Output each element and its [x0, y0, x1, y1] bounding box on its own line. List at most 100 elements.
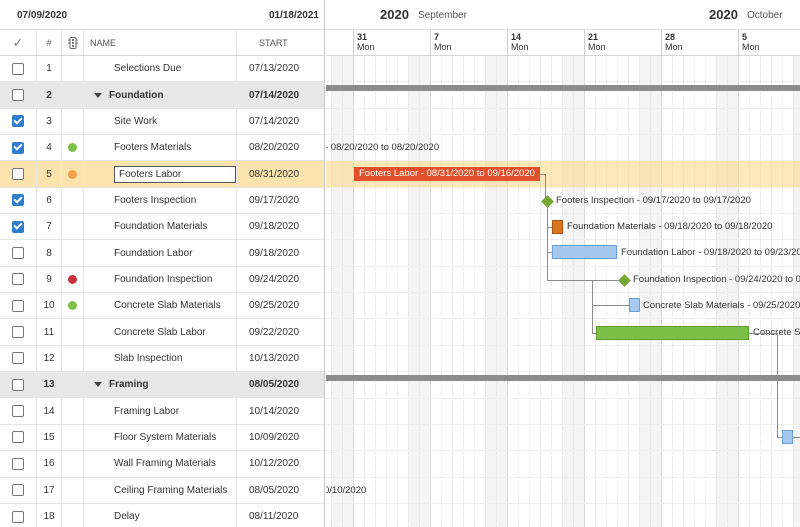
- start-date-cell[interactable]: 09/18/2020: [249, 247, 300, 259]
- complete-checkbox[interactable]: [12, 484, 24, 497]
- task-name-cell[interactable]: Floor System Materials: [84, 424, 237, 451]
- task-name-cell[interactable]: Concrete Slab Labor: [84, 319, 237, 345]
- task-row[interactable]: 17 Ceiling Framing Materials 08/05/2020: [0, 477, 324, 504]
- task-row[interactable]: 10 Concrete Slab Materials 09/25/2020: [0, 293, 324, 320]
- summary-bar-foundation[interactable]: [326, 85, 800, 92]
- task-bar-foundation-labor[interactable]: [552, 245, 617, 260]
- complete-cell[interactable]: [0, 82, 37, 108]
- task-row[interactable]: 4 Footers Materials 08/20/2020: [0, 135, 324, 162]
- start-date-cell[interactable]: 08/11/2020: [249, 511, 299, 523]
- task-name-cell[interactable]: Selections Due: [84, 56, 237, 82]
- task-name-cell[interactable]: Footers Labor: [84, 161, 237, 187]
- complete-checkbox[interactable]: [12, 405, 24, 418]
- task-row[interactable]: 9 Foundation Inspection 09/24/2020: [0, 266, 324, 294]
- start-date-cell[interactable]: 09/25/2020: [249, 300, 300, 312]
- complete-cell[interactable]: [0, 266, 37, 293]
- complete-checkbox[interactable]: [12, 115, 24, 128]
- start-date-cell[interactable]: 10/09/2020: [249, 431, 300, 443]
- complete-cell[interactable]: [0, 319, 37, 345]
- complete-checkbox[interactable]: [12, 352, 24, 365]
- task-name-cell[interactable]: Foundation: [84, 82, 237, 108]
- complete-cell[interactable]: [0, 161, 37, 187]
- summary-row[interactable]: 2 Foundation 07/14/2020: [0, 82, 324, 109]
- start-date-cell[interactable]: 10/13/2020: [249, 352, 300, 364]
- complete-cell[interactable]: [0, 56, 37, 82]
- task-row[interactable]: 7 Foundation Materials 09/18/2020: [0, 214, 324, 241]
- task-bar-footers-labor[interactable]: [354, 167, 540, 182]
- task-row[interactable]: 16 Wall Framing Materials 10/12/2020: [0, 451, 324, 478]
- start-date-cell[interactable]: 10/12/2020: [249, 458, 300, 470]
- collapse-caret-icon[interactable]: [94, 382, 102, 388]
- complete-checkbox[interactable]: [12, 299, 24, 312]
- task-name-cell[interactable]: Foundation Materials: [84, 214, 237, 240]
- task-name-cell[interactable]: Delay: [84, 503, 237, 527]
- task-name-cell[interactable]: Concrete Slab Materials: [84, 293, 237, 319]
- complete-checkbox[interactable]: [12, 89, 24, 102]
- task-name-cell[interactable]: Site Work: [84, 108, 237, 135]
- task-name-cell[interactable]: Footers Materials: [84, 135, 237, 161]
- task-bar-slab-materials[interactable]: [629, 298, 640, 313]
- collapse-caret-icon[interactable]: [94, 92, 102, 98]
- task-row[interactable]: 15 Floor System Materials 10/09/2020: [0, 424, 324, 452]
- complete-cell[interactable]: [0, 108, 37, 135]
- task-row[interactable]: 6 Footers Inspection 09/17/2020: [0, 187, 324, 215]
- task-name-cell[interactable]: Framing: [84, 372, 237, 398]
- task-row[interactable]: 12 Slab Inspection 10/13/2020: [0, 345, 324, 373]
- complete-checkbox[interactable]: [12, 457, 24, 470]
- complete-cell[interactable]: [0, 398, 37, 424]
- complete-checkbox[interactable]: [12, 431, 24, 444]
- task-row[interactable]: 8 Foundation Labor 09/18/2020: [0, 240, 324, 267]
- task-name-cell[interactable]: Framing Labor: [84, 398, 237, 424]
- task-row[interactable]: 14 Framing Labor 10/14/2020: [0, 398, 324, 425]
- complete-cell[interactable]: [0, 477, 37, 503]
- complete-checkbox[interactable]: [12, 510, 24, 523]
- start-date-cell[interactable]: 09/17/2020: [249, 194, 300, 206]
- task-bar-slab-labor[interactable]: [596, 325, 749, 340]
- complete-cell[interactable]: [0, 503, 37, 527]
- header-name[interactable]: NAME: [84, 30, 237, 56]
- summary-bar-framing[interactable]: [326, 375, 800, 382]
- complete-cell[interactable]: [0, 187, 37, 214]
- complete-checkbox[interactable]: [12, 141, 24, 154]
- task-row[interactable]: 3 Site Work 07/14/2020: [0, 108, 324, 136]
- complete-cell[interactable]: [0, 372, 37, 398]
- start-date-cell[interactable]: 07/14/2020: [249, 89, 300, 101]
- complete-checkbox[interactable]: [12, 62, 24, 75]
- summary-row[interactable]: 13 Framing 08/05/2020: [0, 372, 324, 399]
- complete-cell[interactable]: [0, 240, 37, 266]
- complete-cell[interactable]: [0, 135, 37, 161]
- complete-cell[interactable]: [0, 424, 37, 451]
- task-name-cell[interactable]: Foundation Labor: [84, 240, 237, 266]
- task-name-cell[interactable]: Footers Inspection: [84, 187, 237, 214]
- start-date-cell[interactable]: 09/24/2020: [249, 273, 300, 285]
- complete-checkbox[interactable]: [12, 220, 24, 233]
- start-date-cell[interactable]: 08/05/2020: [249, 379, 300, 391]
- task-name-input[interactable]: Footers Labor: [114, 165, 236, 183]
- start-date-cell[interactable]: 08/05/2020: [249, 484, 300, 496]
- task-name-cell[interactable]: Wall Framing Materials: [84, 451, 237, 477]
- complete-checkbox[interactable]: [12, 326, 24, 339]
- task-bar-foundation-materials[interactable]: [552, 220, 563, 235]
- start-date-cell[interactable]: 08/20/2020: [249, 142, 300, 154]
- task-row[interactable]: 18 Delay 08/11/2020: [0, 503, 324, 527]
- complete-cell[interactable]: [0, 293, 37, 319]
- task-row[interactable]: 5 Footers Labor 08/31/2020: [0, 161, 324, 188]
- complete-checkbox[interactable]: [12, 194, 24, 207]
- complete-cell[interactable]: [0, 345, 37, 372]
- start-date-cell[interactable]: 09/22/2020: [249, 326, 300, 338]
- timeline-body[interactable]: - 08/20/2020 to 08/20/2020 Footers Labor …: [326, 56, 800, 527]
- start-date-cell[interactable]: 07/13/2020: [249, 63, 300, 75]
- task-name-cell[interactable]: Slab Inspection: [84, 345, 237, 372]
- start-date-cell[interactable]: 08/31/2020: [249, 168, 300, 180]
- complete-checkbox[interactable]: [12, 273, 24, 286]
- complete-checkbox[interactable]: [12, 378, 24, 391]
- header-complete[interactable]: ✓: [0, 30, 37, 56]
- task-row[interactable]: 11 Concrete Slab Labor 09/22/2020: [0, 319, 324, 346]
- complete-cell[interactable]: [0, 214, 37, 240]
- task-name-cell[interactable]: Ceiling Framing Materials: [84, 477, 237, 503]
- complete-cell[interactable]: [0, 451, 37, 477]
- complete-checkbox[interactable]: [12, 168, 24, 181]
- task-row[interactable]: 1 Selections Due 07/13/2020: [0, 56, 324, 83]
- header-indicator[interactable]: [62, 30, 84, 56]
- complete-checkbox[interactable]: [12, 247, 24, 260]
